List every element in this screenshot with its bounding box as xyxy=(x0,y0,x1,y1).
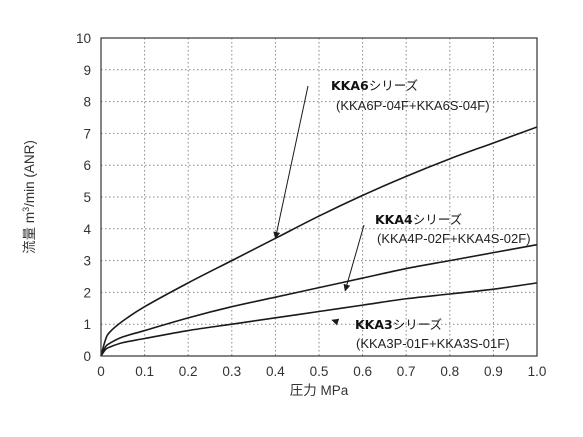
annotation-kka4-kana: シリーズ xyxy=(413,212,462,227)
x-tick-label: 0.7 xyxy=(397,364,416,379)
y-tick-label: 4 xyxy=(83,222,91,237)
y-tick-label: 3 xyxy=(83,254,91,269)
y-tick-label: 8 xyxy=(83,95,91,110)
y-axis-label-sup: 3 xyxy=(21,207,31,212)
annotation-kka3-model: (KKA3P-01F+KKA3S-01F) xyxy=(356,336,510,351)
y-tick-label: 2 xyxy=(83,285,91,300)
y-axis-label-prefix: 流量 m xyxy=(22,212,37,254)
x-tick-label: 0 xyxy=(97,364,105,379)
x-tick-label: 1.0 xyxy=(528,364,547,379)
x-tick-label: 0.9 xyxy=(484,364,503,379)
annotation-arrow-kka6 xyxy=(273,85,309,240)
annotation-kka3-kana: シリーズ xyxy=(393,317,442,332)
y-tick-label: 6 xyxy=(83,158,91,173)
annotation-kka3-label: KKA3 xyxy=(355,317,393,332)
annotation-kka3: KKA3シリーズ (KKA3P-01F+KKA3S-01F) xyxy=(355,317,510,351)
annotation-kka6-model: (KKA6P-04F+KKA6S-04F) xyxy=(336,98,490,113)
y-tick-label: 5 xyxy=(83,190,91,205)
x-tick-label: 0.8 xyxy=(440,364,459,379)
y-tick-label: 0 xyxy=(83,349,91,364)
annotation-kka6-kana: シリーズ xyxy=(369,78,418,93)
annotation-kka6-label: KKA6 xyxy=(331,78,369,93)
svg-text:KKA3シリーズ: KKA3シリーズ xyxy=(355,317,442,332)
y-tick-label: 7 xyxy=(83,126,91,141)
series-layer xyxy=(100,126,538,357)
y-tick-labels: 0 1 2 3 4 5 6 7 8 9 10 xyxy=(76,31,92,364)
annotation-kka6: KKA6シリーズ (KKA6P-04F+KKA6S-04F) xyxy=(331,78,490,113)
x-tick-label: 0.2 xyxy=(179,364,198,379)
y-tick-label: 10 xyxy=(76,31,91,46)
annotation-kka4-model: (KKA4P-02F+KKA4S-02F) xyxy=(377,231,531,246)
x-axis-label: 圧力 MPa xyxy=(290,383,349,398)
series-line-kka6 xyxy=(100,126,538,357)
annotation-arrow-kka3 xyxy=(331,318,340,326)
x-tick-label: 0.6 xyxy=(353,364,372,379)
series-line-kka4 xyxy=(100,243,538,357)
x-tick-labels: 0 0.1 0.2 0.3 0.4 0.5 0.6 0.7 0.8 0.9 1.0 xyxy=(97,364,546,379)
series-line-kka3 xyxy=(100,282,538,357)
svg-text:KKA4シリーズ: KKA4シリーズ xyxy=(375,212,462,227)
annotation-kka4: KKA4シリーズ (KKA4P-02F+KKA4S-02F) xyxy=(375,212,531,246)
y-tick-label: 9 xyxy=(83,63,91,78)
annotation-arrow-kka4 xyxy=(343,224,365,292)
y-axis-label-suffix: /min (ANR) xyxy=(22,140,37,207)
annotation-kka4-label: KKA4 xyxy=(375,212,413,227)
x-tick-label: 0.3 xyxy=(222,364,241,379)
plot-frame xyxy=(100,37,538,357)
svg-text:KKA6シリーズ: KKA6シリーズ xyxy=(331,78,418,93)
x-tick-label: 0.1 xyxy=(135,364,154,379)
grid xyxy=(101,38,537,356)
x-tick-label: 0.5 xyxy=(310,364,329,379)
annotation-arrows xyxy=(273,85,365,326)
y-tick-label: 1 xyxy=(83,317,91,332)
y-axis-label: 流量 m3/min (ANR) xyxy=(21,140,37,254)
x-tick-label: 0.4 xyxy=(266,364,285,379)
